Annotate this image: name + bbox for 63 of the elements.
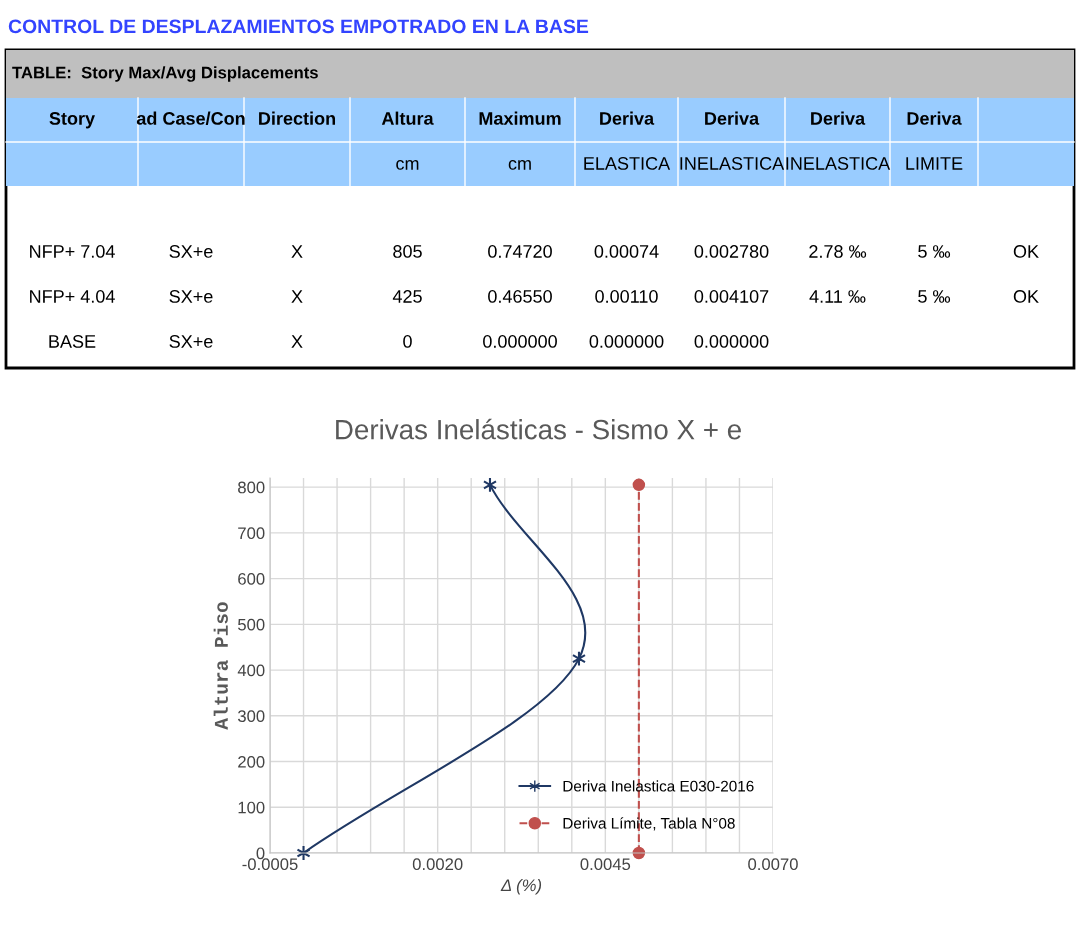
category-label: Deriva [705,111,760,125]
text: OK [1013,290,1039,303]
category-label: Altura [381,111,434,125]
text: SX+e [169,245,213,258]
category-label: Deriva [600,111,655,125]
text: NFP+ 4.04 [30,290,115,303]
x-tick-label: 0.0020 [412,858,463,871]
text: SX+e [169,290,213,303]
text: 805 [393,245,422,258]
text: 0.46550 [488,290,552,303]
y-tick-label: 600 [238,573,265,585]
text: 4.11 ‰ [809,290,866,303]
text: cm [508,159,531,170]
text: 0.000000 [694,335,769,348]
text: BASE [49,335,96,348]
x-tick-label: -0.0005 [242,858,298,871]
x-tick-label: 0.0045 [580,858,631,871]
text: NFP+ 7.04 [30,245,115,258]
text: INELASTICA [786,157,891,170]
text: X [291,245,303,258]
y-tick-label: 800 [238,481,265,494]
text: 0.002780 [694,245,769,258]
y-tick-label: 200 [238,755,265,768]
y-tick-label: 0 [256,847,265,860]
category-label: Maximum [479,111,561,125]
legend-label: Deriva Límite, Tabla N°08 [563,817,735,831]
chart-title: Derivas Inelásticas - Sismo X + e [336,418,741,440]
text: OK [1013,245,1039,258]
text: 0.004107 [694,290,769,303]
y-axis-title: Altura Piso [213,602,228,730]
point [632,478,646,492]
text: 0.00110 [595,290,658,303]
text: 2.78 ‰ [809,245,867,258]
text: X [291,335,303,348]
text: LIMITE [906,157,963,170]
y-tick-label: 500 [238,618,265,631]
text: X [291,290,303,303]
y-tick-label: 300 [237,710,265,723]
y-tick-label: 100 [238,801,265,814]
category-label: ad Case/Con [136,111,245,126]
category-label: Deriva [907,111,962,125]
category-label: Story [49,112,95,129]
y-tick-label: 400 [237,664,265,677]
category-label: Direction [259,111,336,125]
category-label: Deriva [811,111,866,125]
text: SX+e [169,335,213,348]
text: 0.000000 [483,335,557,348]
text: 425 [392,290,422,303]
text: 0.000000 [589,335,664,348]
text: 0.74720 [488,245,552,258]
y-tick-label: 700 [238,527,265,540]
legend-label: Deriva Inelastica E030-2016 [563,780,754,792]
text: TABLE: Story Max/Avg Displacements [12,66,318,82]
text: ELASTICA [584,157,671,170]
text: 0 [403,335,412,348]
x-tick-label: 0.0070 [748,858,798,871]
text: 5 ‰ [918,245,951,258]
text: 0.00074 [594,245,659,258]
text: cm [396,159,419,170]
text: CONTROL DE DESPLAZAMIENTOS EMPOTRADO EN LA BASE [8,19,589,34]
x-axis-title: Δ (%) [500,878,542,895]
text: INELASTICA [680,157,785,170]
text: 5 ‰ [918,290,951,303]
